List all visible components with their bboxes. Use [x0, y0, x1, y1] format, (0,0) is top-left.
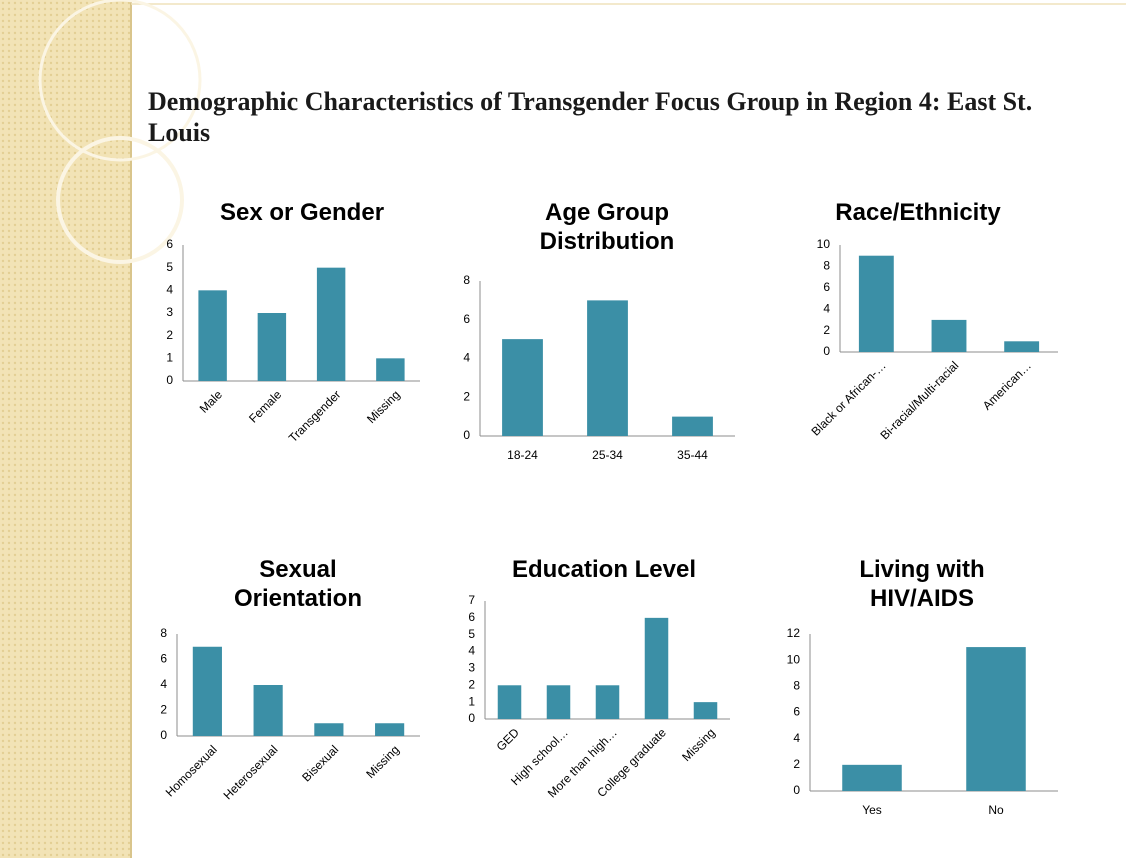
x-tick-label: No [988, 803, 1004, 817]
chart-title: Sexual Orientation [233, 556, 362, 612]
chart-title: Sex or Gender [219, 199, 385, 226]
bar [192, 646, 222, 736]
y-tick-label: 2 [166, 328, 173, 342]
x-tick-label: Male [197, 387, 226, 416]
x-tick-label: Transgender [286, 387, 344, 445]
y-tick-label: 2 [160, 703, 167, 717]
bar [316, 267, 346, 381]
y-tick-label: 4 [468, 644, 475, 658]
y-tick-label: 5 [166, 260, 173, 274]
side-strip [0, 0, 131, 858]
bar [257, 313, 287, 381]
x-tick-label: 35-44 [677, 448, 708, 462]
bar [375, 723, 405, 736]
x-tick-label: 25-34 [592, 448, 623, 462]
bar [198, 290, 227, 381]
y-tick-label: 0 [463, 428, 470, 442]
x-tick-label: 18-24 [507, 448, 538, 462]
y-tick-label: 6 [463, 312, 470, 326]
bar [693, 702, 718, 719]
bar [858, 255, 894, 352]
y-tick-label: 12 [787, 626, 801, 640]
bar [587, 300, 628, 436]
bar [376, 358, 405, 381]
y-tick-label: 6 [166, 237, 173, 251]
y-tick-label: 5 [468, 627, 475, 641]
bar [1004, 341, 1040, 352]
y-tick-label: 3 [166, 305, 173, 319]
slide-title: Demographic Characteristics of Transgend… [148, 87, 1033, 147]
bar [253, 685, 283, 736]
bar [502, 339, 543, 436]
bar [931, 319, 967, 352]
chart-title: Age Group Distribution [539, 199, 675, 255]
x-tick-label: Missing [364, 387, 403, 426]
bar [966, 647, 1026, 791]
x-tick-label: Missing [363, 742, 402, 781]
x-tick-label: Female [246, 387, 284, 425]
y-tick-label: 8 [793, 679, 800, 693]
y-tick-label: 0 [793, 783, 800, 797]
y-tick-label: 2 [468, 677, 475, 691]
bar [842, 764, 902, 791]
chart-title: Education Level [511, 556, 697, 583]
y-tick-label: 3 [468, 661, 475, 675]
y-tick-label: 6 [160, 652, 167, 666]
y-tick-label: 8 [160, 626, 167, 640]
x-tick-label: American… [980, 358, 1034, 412]
chart-title: Living with HIV/AIDS [859, 556, 985, 612]
bar [644, 617, 669, 719]
x-tick-label: Homosexual [163, 742, 220, 799]
y-tick-label: 2 [793, 757, 800, 771]
y-tick-label: 0 [166, 373, 173, 387]
chart-title: Race/Ethnicity [835, 199, 1001, 226]
bar [672, 416, 713, 436]
deco-circle [38, 0, 202, 162]
x-tick-label: Heterosexual [221, 742, 281, 802]
x-tick-label: Bi-racial/Multi-racial [877, 358, 961, 442]
y-tick-label: 2 [823, 323, 830, 337]
y-tick-label: 0 [468, 711, 475, 725]
y-tick-label: 4 [160, 677, 167, 691]
bar [314, 723, 344, 736]
y-tick-label: 10 [787, 652, 801, 666]
y-tick-label: 0 [160, 728, 167, 742]
y-tick-label: 7 [468, 593, 475, 607]
bar [546, 685, 571, 719]
y-tick-label: 6 [823, 280, 830, 294]
y-tick-label: 0 [823, 344, 830, 358]
y-tick-label: 1 [468, 694, 475, 708]
x-tick-label: Missing [679, 725, 718, 764]
bar [595, 685, 620, 719]
y-tick-label: 8 [463, 273, 470, 287]
y-tick-label: 4 [463, 351, 470, 365]
y-tick-label: 1 [166, 351, 173, 365]
y-tick-label: 6 [468, 610, 475, 624]
y-tick-label: 4 [166, 283, 173, 297]
y-tick-label: 4 [823, 301, 830, 315]
y-tick-label: 8 [823, 259, 830, 273]
y-tick-label: 2 [463, 389, 470, 403]
x-tick-label: Yes [862, 803, 882, 817]
x-tick-label: Bisexual [299, 742, 341, 784]
y-tick-label: 10 [817, 237, 831, 251]
x-tick-label: Black or African-… [809, 358, 889, 438]
deco-circle [56, 136, 184, 264]
y-tick-label: 6 [793, 705, 800, 719]
bar [497, 685, 522, 719]
y-tick-label: 4 [793, 731, 800, 745]
x-tick-label: GED [494, 725, 523, 754]
